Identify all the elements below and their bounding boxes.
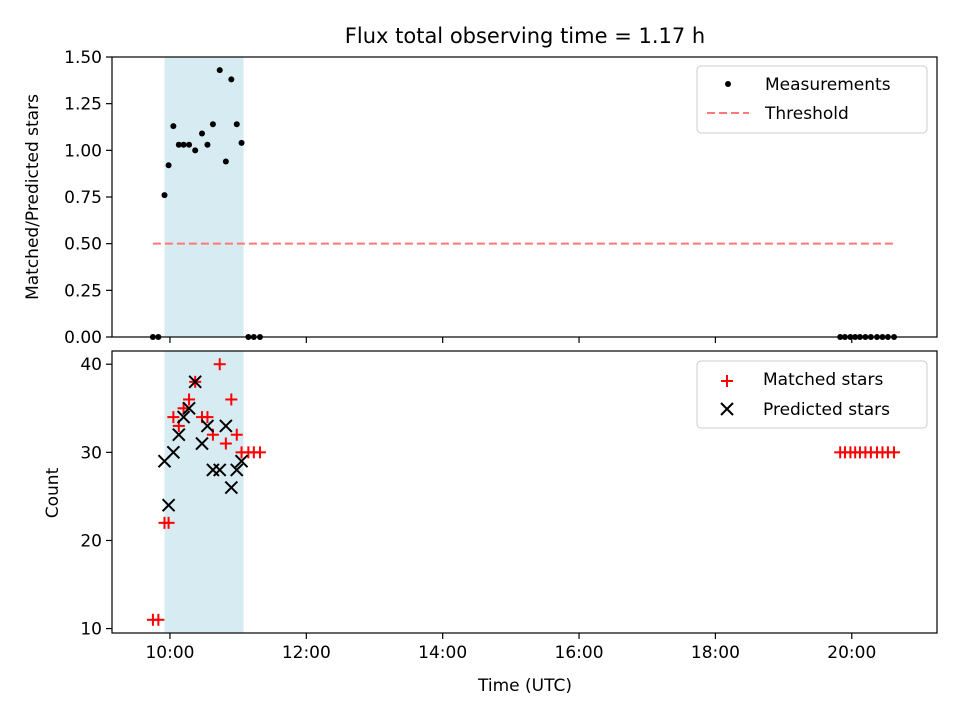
observing-window-span — [164, 57, 244, 337]
predicted-star-point — [182, 401, 196, 415]
measurement-point — [199, 130, 205, 137]
legend-predicted-label: Predicted stars — [763, 400, 890, 420]
x-tick-label: 10:00 — [145, 643, 194, 663]
top-legend-box — [696, 65, 928, 134]
x-tick-label: 18:00 — [691, 643, 740, 663]
matched-star-point — [230, 428, 243, 441]
chart-title: Flux total observing time = 1.17 h — [345, 24, 705, 48]
predicted-star-point — [166, 445, 181, 460]
measurement-point — [186, 141, 193, 148]
matched-star-point — [177, 402, 190, 415]
measurement-point — [170, 123, 177, 130]
matched-star-point — [225, 393, 238, 406]
predicted-star-point — [176, 410, 191, 424]
predicted-star-point — [200, 419, 215, 433]
bottom-y-axis-label: Count — [43, 467, 63, 518]
matched-star-point — [167, 411, 180, 424]
y-tick-label: 0.25 — [64, 281, 102, 301]
measurement-point — [165, 162, 172, 169]
measurement-point — [192, 147, 199, 154]
legend-matched-marker — [721, 375, 733, 387]
bottom-plot-frame — [111, 350, 938, 634]
matched-star-point — [213, 358, 226, 371]
y-tick-label: 0.00 — [64, 328, 102, 348]
measurement-point — [180, 141, 187, 148]
legend-predicted-marker — [720, 402, 734, 416]
y-tick-label: 0.50 — [64, 235, 102, 255]
predicted-star-point — [172, 428, 186, 442]
matched-star-point — [219, 437, 232, 450]
y-tick-label: 30 — [80, 443, 102, 463]
x-tick-label: 16:00 — [555, 643, 604, 663]
y-tick-label: 1.25 — [64, 95, 102, 115]
matched-star-point — [152, 613, 165, 626]
top-legend: Measurements Threshold — [696, 65, 928, 134]
predicted-star-point — [224, 480, 239, 495]
y-tick-label: 10 — [80, 620, 102, 640]
x-tick-label: 20:00 — [827, 643, 876, 663]
y-tick-label: 40 — [80, 355, 102, 375]
y-tick-label: 1.00 — [64, 141, 102, 161]
y-tick-label: 0.75 — [64, 188, 102, 208]
measurement-point — [161, 192, 168, 199]
legend-threshold-label: Threshold — [764, 104, 849, 124]
legend-matched-label: Matched stars — [763, 370, 883, 390]
matched-star-point — [888, 446, 901, 459]
y-tick-label: 20 — [80, 531, 102, 551]
predicted-star-point — [161, 498, 176, 512]
predicted-star-point — [195, 436, 209, 451]
matched-star-point — [201, 411, 214, 424]
count-panel: 10 20 30 40 10:00 12:00 14:00 16:00 18:00 20:00 C… — [43, 350, 938, 696]
measurement-point — [175, 141, 182, 148]
top-plot-frame — [111, 56, 938, 338]
measurement-point — [216, 67, 223, 74]
measurement-point — [228, 76, 235, 83]
y-tick-label: 1.50 — [64, 48, 102, 68]
predicted-star-point — [230, 463, 244, 477]
predicted-star-point — [213, 463, 227, 477]
measurement-point — [209, 121, 216, 128]
measurement-point — [238, 139, 245, 146]
bottom-legend-box — [696, 360, 928, 429]
measurement-point — [204, 141, 211, 148]
legend-measurements-marker — [725, 81, 731, 87]
observing-window-span — [164, 351, 244, 633]
x-axis-label: Time (UTC) — [477, 676, 572, 696]
bottom-legend: Matched stars Predicted stars — [696, 360, 928, 429]
predicted-star-point — [234, 454, 249, 468]
x-tick-label: 12:00 — [282, 643, 331, 663]
x-tick-label: 14:00 — [418, 643, 467, 663]
ratio-panel: Flux total observing time = 1.17 h 0.00 0… — [23, 24, 938, 348]
matched-star-point — [183, 393, 196, 406]
legend-measurements-label: Measurements — [765, 75, 891, 95]
predicted-star-point — [219, 419, 233, 433]
measurement-point — [222, 158, 229, 165]
matched-star-point — [162, 516, 175, 529]
measurement-point — [233, 121, 240, 128]
predicted-star-point — [188, 375, 202, 389]
matched-star-point — [253, 446, 266, 459]
top-y-axis-label: Matched/Predicted stars — [23, 94, 43, 300]
